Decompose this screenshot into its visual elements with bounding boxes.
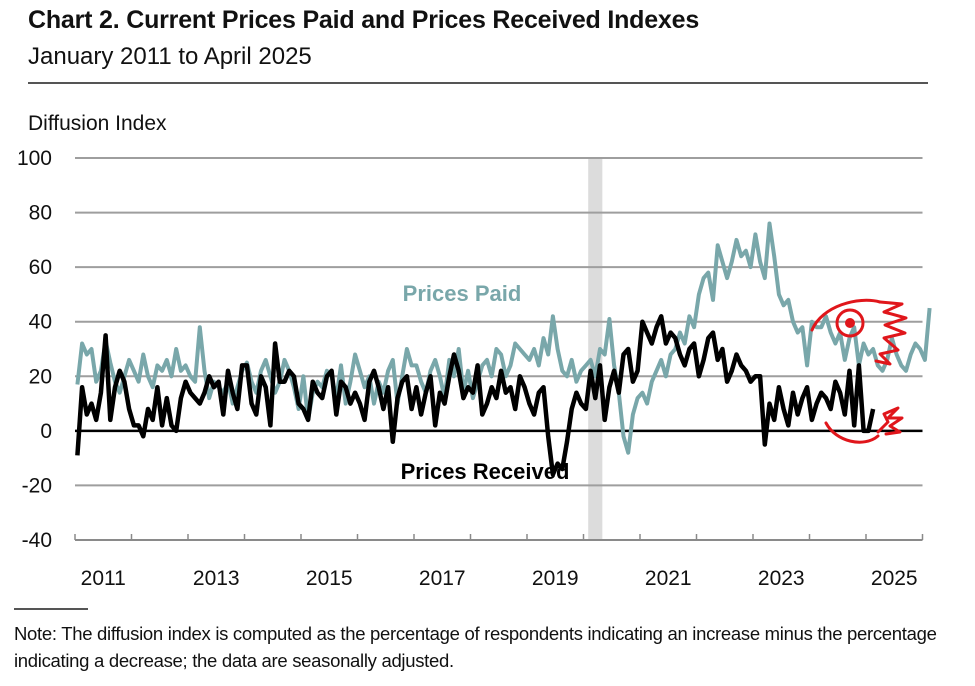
series-label-prices-paid: Prices Paid	[403, 281, 522, 306]
x-tick-label: 2023	[758, 567, 805, 590]
chart-subtitle: January 2011 to April 2025	[28, 43, 312, 70]
y-tick-label: 40	[29, 311, 52, 334]
doodle-lower-fins	[876, 406, 904, 436]
recession-shading-layer	[588, 158, 603, 540]
footnote: Note: The diffusion index is computed as…	[14, 623, 937, 671]
x-tick-label: 2021	[645, 567, 692, 590]
x-tick-label: 2011	[81, 567, 126, 590]
y-tick-label: 0	[40, 420, 52, 443]
x-tick-label: 2017	[419, 567, 466, 590]
x-tick-label: 2013	[193, 567, 240, 590]
doodle-jaw-arc	[824, 421, 880, 444]
series-labels: Prices Paid Prices Received	[401, 281, 570, 484]
y-axis-label: Diffusion Index	[28, 112, 167, 135]
chart-title: Chart 2. Current Prices Paid and Prices …	[28, 6, 700, 34]
x-axis	[74, 534, 924, 541]
series-line-prices-paid	[75, 221, 932, 455]
y-tick-label: 60	[29, 256, 52, 279]
y-tick-label: 20	[29, 365, 52, 388]
series-lines	[75, 221, 932, 477]
note-divider	[14, 608, 88, 610]
doodle-upper-fins	[874, 300, 908, 366]
doodle-eye-pupil	[845, 318, 855, 328]
x-tick-label: 2015	[306, 567, 353, 590]
x-tick-label: 2025	[871, 567, 918, 590]
y-tick-label: 80	[29, 202, 52, 225]
x-tick-label: 2019	[532, 567, 579, 590]
y-tick-label: 100	[17, 147, 52, 170]
doodle-head-arc	[810, 298, 882, 332]
series-label-prices-received: Prices Received	[401, 459, 570, 484]
title-divider	[28, 82, 928, 84]
red-doodle-annotation	[810, 298, 908, 444]
y-tick-label: -20	[22, 474, 52, 497]
doodle-eye-ring	[835, 308, 865, 338]
gridlines	[75, 157, 923, 487]
y-tick-label: -40	[22, 529, 52, 552]
y-tick-labels: 100 80 60 40 20 0 -20 -40	[17, 147, 52, 552]
series-line-prices-received	[75, 314, 876, 477]
x-tick-labels: 2011 2013 2015 2017 2019 2021 2023 2025	[81, 567, 918, 590]
recession-bar	[588, 158, 603, 540]
